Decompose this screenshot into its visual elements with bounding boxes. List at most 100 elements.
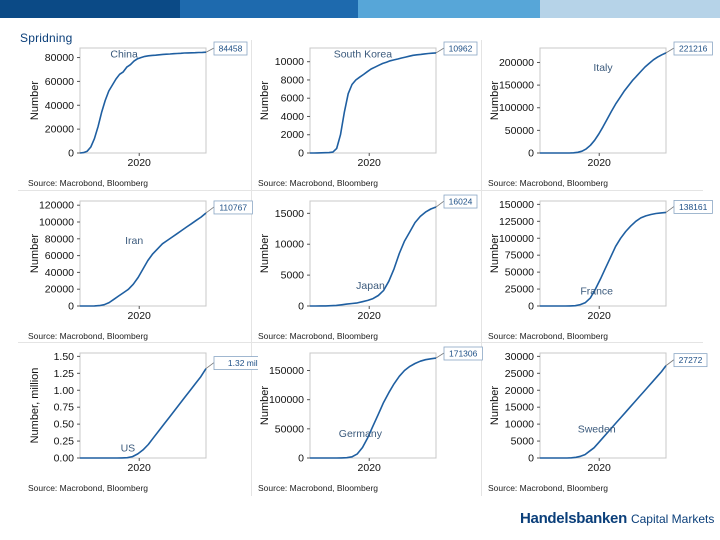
country-label: Sweden	[578, 424, 616, 436]
y-tick-label: 100000	[499, 102, 534, 114]
source-note: Source: Macrobond, Bloomberg	[258, 483, 379, 493]
plot-frame	[309, 47, 437, 154]
plot-frame	[309, 352, 437, 459]
callout-leader	[435, 200, 445, 208]
brand-logo: Handelsbanken Capital Markets	[520, 510, 714, 528]
y-axis-label: Number	[259, 386, 271, 425]
y-tick-label: 150000	[269, 365, 304, 377]
y-tick-label: 0	[68, 148, 74, 160]
country-label: Germany	[339, 428, 383, 440]
callout-value: 171306	[449, 349, 478, 359]
y-axis-label: Number	[489, 234, 501, 273]
y-tick-label: 100000	[39, 217, 74, 229]
y-tick-label: 4000	[281, 111, 305, 123]
callout-value: 10962	[449, 44, 473, 54]
y-tick-label: 80000	[45, 52, 74, 64]
country-label: China	[110, 48, 138, 60]
chart-panel-italy: 0 50000 100000 150000 200000 2020 Number Italy 2…	[486, 40, 718, 192]
callout-value: 84458	[219, 44, 243, 54]
source-note: Source: Macrobond, Bloomberg	[28, 331, 149, 341]
chart-svg: 0 5000 10000 15000 20000 25000 30000 2020 Number…	[489, 351, 708, 474]
y-tick-label: 0	[528, 301, 534, 313]
country-label: US	[121, 443, 136, 455]
y-tick-label: 150000	[499, 199, 534, 211]
chart-panel-france: 0 25000 50000 75000 100000 125000 150000 2020 Nu…	[486, 193, 718, 345]
callout-value: 16024	[449, 197, 473, 207]
x-tick-label: 2020	[128, 157, 152, 169]
y-tick-label: 2000	[281, 129, 305, 141]
callout-box	[673, 353, 708, 368]
callout-box	[673, 41, 713, 56]
y-tick-label: 50000	[505, 125, 534, 137]
y-tick-label: 60000	[45, 76, 74, 88]
chart-panel-sweden: 0 5000 10000 15000 20000 25000 30000 2020 Number…	[486, 345, 718, 497]
callout-box	[213, 41, 248, 56]
y-tick-label: 15000	[505, 402, 534, 414]
y-tick-label: 60000	[45, 250, 74, 262]
y-tick-label: 20000	[505, 385, 534, 397]
callout-leader	[205, 47, 215, 53]
source-note: Source: Macrobond, Bloomberg	[258, 178, 379, 188]
y-axis-label: Number	[489, 386, 501, 425]
y-tick-label: 0.00	[54, 453, 75, 465]
callout-leader	[205, 206, 215, 214]
series-line	[540, 211, 667, 307]
callout-value: 27272	[679, 355, 703, 365]
chart-panel-germany: 0 50000 100000 150000 2020 Number Germany 17130…	[256, 345, 488, 497]
y-tick-label: 1.50	[54, 351, 75, 363]
series-line	[79, 51, 207, 154]
top-bar-segment	[180, 0, 358, 18]
y-tick-label: 5000	[511, 436, 535, 448]
source-note: Source: Macrobond, Bloomberg	[488, 331, 609, 341]
top-color-bar	[0, 0, 720, 18]
y-axis-label: Number, million	[29, 368, 41, 444]
x-tick-label: 2020	[128, 310, 152, 322]
country-label: South Korea	[334, 48, 393, 60]
x-tick-label: 2020	[588, 310, 612, 322]
country-label: Italy	[593, 62, 613, 74]
series-line	[80, 212, 207, 307]
y-tick-label: 20000	[45, 284, 74, 296]
y-tick-label: 5000	[281, 270, 305, 282]
y-tick-label: 100000	[499, 233, 534, 245]
y-tick-label: 1.25	[54, 368, 75, 380]
callout-box	[673, 200, 713, 214]
y-tick-label: 30000	[505, 351, 534, 363]
source-note: Source: Macrobond, Bloomberg	[488, 178, 609, 188]
logo-sub-text: Capital Markets	[630, 512, 715, 526]
y-axis-label: Number	[489, 81, 501, 120]
series-line	[310, 206, 437, 307]
y-axis-label: Number	[29, 234, 41, 273]
y-tick-label: 10000	[505, 419, 534, 431]
series-line	[310, 357, 437, 459]
plot-frame	[539, 352, 667, 459]
chart-panel-us: 0.00 0.25 0.50 0.75 1.00 1.25 1.50 2020 Number, …	[26, 345, 258, 497]
callout-value: 1.32 million	[228, 358, 258, 368]
x-tick-label: 2020	[358, 462, 382, 474]
callout-value: 138161	[679, 202, 708, 212]
callout-leader	[665, 47, 675, 54]
chart-panel-south-korea: 0 2000 4000 6000 8000 10000 2020 Number South Ko…	[256, 40, 488, 192]
x-tick-label: 2020	[588, 157, 612, 169]
plot-frame	[309, 200, 437, 307]
chart-panel-japan: 0 5000 10000 15000 2020 Number Japan 16024 Sourc…	[256, 193, 488, 345]
plot-frame	[79, 352, 207, 459]
callout-value: 221216	[679, 44, 708, 54]
callout-box	[213, 200, 253, 215]
source-note: Source: Macrobond, Bloomberg	[28, 178, 149, 188]
panel-divider	[18, 190, 703, 191]
callout-box	[443, 41, 478, 56]
x-tick-label: 2020	[588, 462, 612, 474]
chart-svg: 0 20000 40000 60000 80000 100000 120000 2020 Num…	[29, 200, 253, 322]
x-tick-label: 2020	[358, 310, 382, 322]
plot-frame	[79, 47, 207, 154]
y-tick-label: 80000	[45, 233, 74, 245]
callout-box	[443, 194, 478, 209]
panel-divider	[18, 342, 703, 343]
series-line	[310, 52, 437, 154]
chart-svg: 0 5000 10000 15000 2020 Number Japan 16024	[259, 194, 478, 322]
source-note: Source: Macrobond, Bloomberg	[488, 483, 609, 493]
y-tick-label: 125000	[499, 216, 534, 228]
y-tick-label: 1.00	[54, 385, 75, 397]
callout-box	[213, 356, 258, 370]
